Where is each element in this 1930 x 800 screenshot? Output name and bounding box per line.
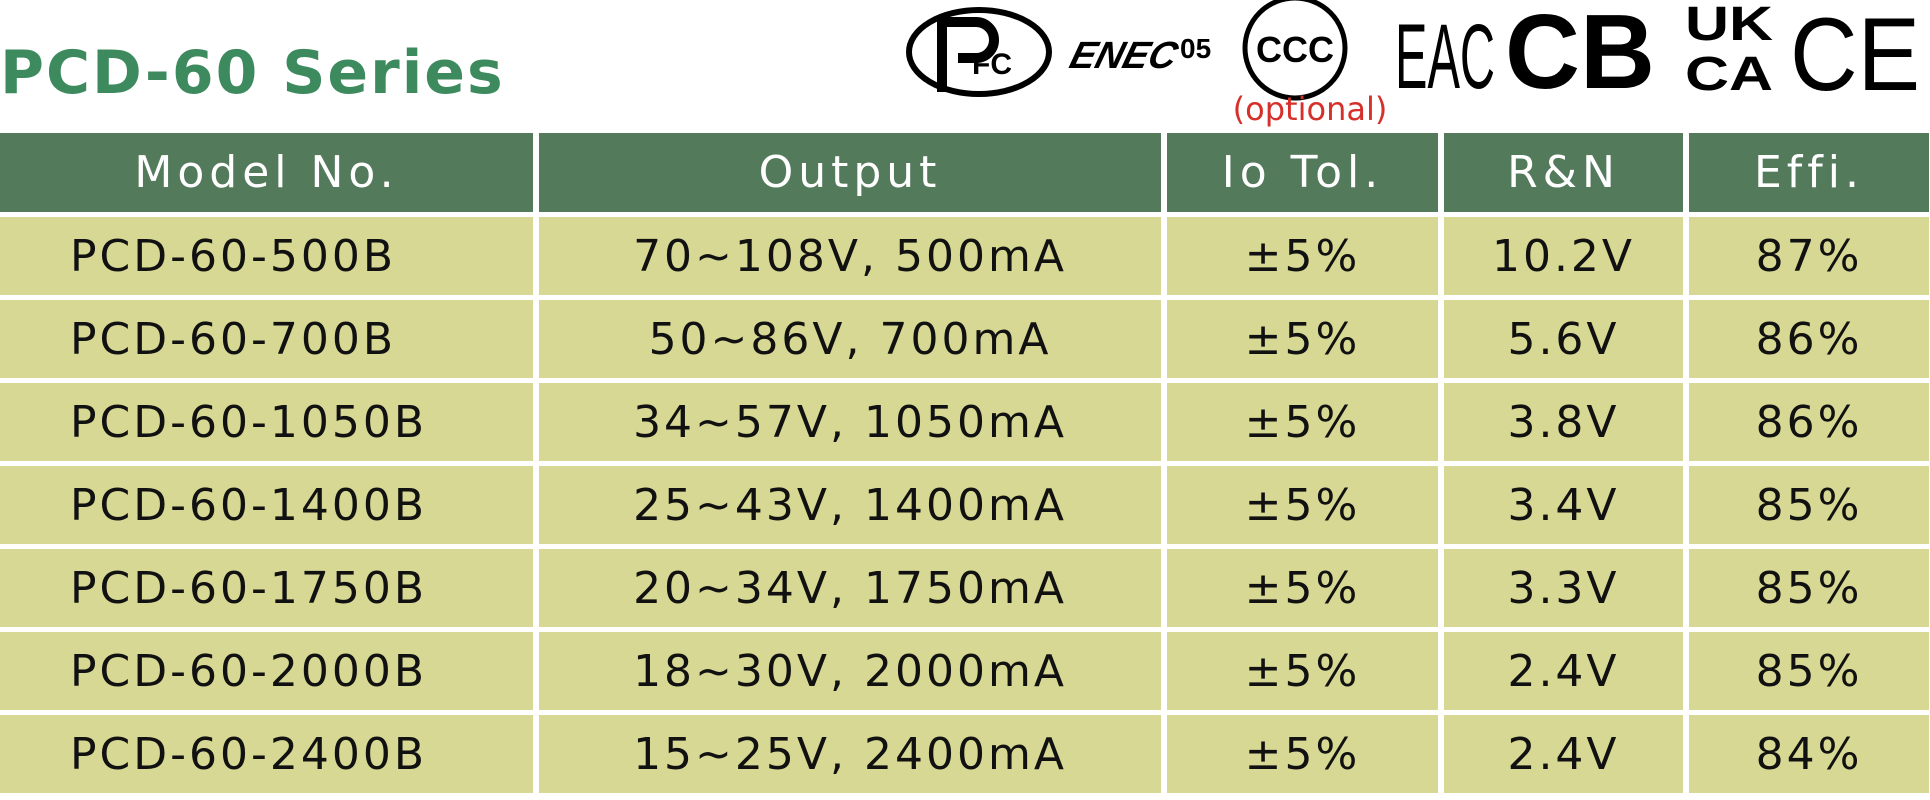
logo-text: CA bbox=[1685, 48, 1773, 101]
table-cell: PCD-60-500B bbox=[0, 217, 533, 295]
logo-text: UK bbox=[1685, 0, 1773, 51]
logo-text: FC bbox=[972, 48, 1012, 81]
table-cell: 85% bbox=[1689, 632, 1929, 710]
table-cell: 5.6V bbox=[1444, 300, 1683, 378]
table-cell: 10.2V bbox=[1444, 217, 1683, 295]
table-cell: ±5% bbox=[1167, 466, 1438, 544]
column-header: Model No. bbox=[0, 133, 533, 212]
table-cell: 25~43V, 1400mA bbox=[539, 466, 1161, 544]
ccc-logo-ring bbox=[1242, 0, 1348, 101]
table-cell: 50~86V, 700mA bbox=[539, 300, 1161, 378]
logo-text: EAC bbox=[1395, 6, 1495, 108]
table-cell: 3.3V bbox=[1444, 549, 1683, 627]
table-cell: 85% bbox=[1689, 549, 1929, 627]
table-cell: 85% bbox=[1689, 466, 1929, 544]
table-cell: 18~30V, 2000mA bbox=[539, 632, 1161, 710]
table-cell: 2.4V bbox=[1444, 632, 1683, 710]
logo-text: CCC bbox=[1256, 29, 1334, 70]
table-cell: 2.4V bbox=[1444, 715, 1683, 793]
table-cell: ±5% bbox=[1167, 632, 1438, 710]
table-cell: PCD-60-2000B bbox=[0, 632, 533, 710]
table-cell: PCD-60-1050B bbox=[0, 383, 533, 461]
optional-note: (optional) bbox=[1233, 90, 1388, 128]
table-cell: 84% bbox=[1689, 715, 1929, 793]
table-cell: 3.8V bbox=[1444, 383, 1683, 461]
table-cell: 20~34V, 1750mA bbox=[539, 549, 1161, 627]
logo-text: ENEC bbox=[1065, 35, 1183, 77]
pfc-logo-ring bbox=[906, 7, 1052, 97]
table-cell: PCD-60-1400B bbox=[0, 466, 533, 544]
table-cell: PCD-60-1750B bbox=[0, 549, 533, 627]
column-header: R&N bbox=[1444, 133, 1683, 212]
table-cell: ±5% bbox=[1167, 217, 1438, 295]
table-cell: 86% bbox=[1689, 300, 1929, 378]
table-cell: PCD-60-2400B bbox=[0, 715, 533, 793]
table-cell: 34~57V, 1050mA bbox=[539, 383, 1161, 461]
logo-text: 05 bbox=[1180, 33, 1211, 64]
column-header: Effi. bbox=[1689, 133, 1929, 212]
table-cell: 15~25V, 2400mA bbox=[539, 715, 1161, 793]
spec-table: Model No. Output Io Tol. R&N Effi. PCD-60-500… bbox=[0, 133, 1930, 793]
logo-text: CE bbox=[1790, 0, 1920, 113]
table-cell: ±5% bbox=[1167, 549, 1438, 627]
pfc-logo-p bbox=[937, 17, 999, 92]
table-cell: 87% bbox=[1689, 217, 1929, 295]
logo-text: CB bbox=[1505, 0, 1655, 111]
series-title: PCD-60 Series bbox=[0, 38, 505, 108]
table-cell: 70~108V, 500mA bbox=[539, 217, 1161, 295]
table-cell: ±5% bbox=[1167, 300, 1438, 378]
table-cell: ±5% bbox=[1167, 383, 1438, 461]
table-cell: 86% bbox=[1689, 383, 1929, 461]
column-header: Output bbox=[539, 133, 1161, 212]
table-cell: ±5% bbox=[1167, 715, 1438, 793]
table-cell: 3.4V bbox=[1444, 466, 1683, 544]
column-header: Io Tol. bbox=[1167, 133, 1438, 212]
table-cell: PCD-60-700B bbox=[0, 300, 533, 378]
certification-logos: FC ENEC 05 CCC (optional) EAC CB UK CA C… bbox=[906, 0, 1920, 128]
